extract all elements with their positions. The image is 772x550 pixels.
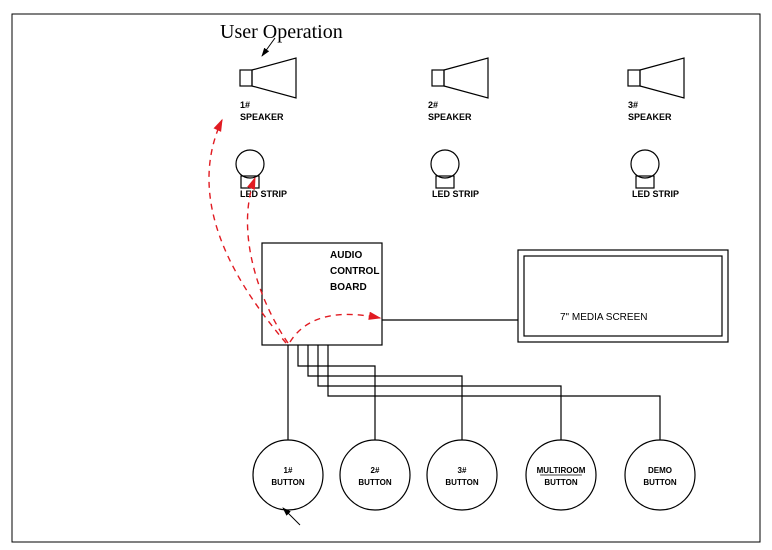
speaker-icon: 2# SPEAKER bbox=[428, 58, 488, 122]
signal-path bbox=[290, 314, 380, 342]
led-label: LED STRIP bbox=[632, 189, 679, 199]
button-label-line1: DEMO bbox=[648, 466, 672, 475]
led-icon: LED STRIP bbox=[431, 150, 479, 199]
speaker-icon: 1# SPEAKER bbox=[240, 58, 296, 122]
speaker-label-text: SPEAKER bbox=[240, 112, 284, 122]
round-button: 2# BUTTON bbox=[340, 440, 410, 510]
button-label-line1: 2# bbox=[371, 466, 380, 475]
led-icon: LED STRIP bbox=[236, 150, 287, 199]
speaker-label-text: SPEAKER bbox=[428, 112, 472, 122]
button-pointer bbox=[283, 508, 300, 525]
button-label-line1: 1# bbox=[284, 466, 293, 475]
button-label-line2: BUTTON bbox=[358, 478, 391, 487]
round-button: 3# BUTTON bbox=[427, 440, 497, 510]
button-label-line1: MULTIROOM bbox=[537, 466, 586, 475]
speaker-label-num: 2# bbox=[428, 100, 438, 110]
wire-acb-button bbox=[308, 345, 462, 440]
diagram-title: User Operation bbox=[220, 21, 343, 43]
button-label-line2: BUTTON bbox=[271, 478, 304, 487]
round-button: DEMO BUTTON bbox=[625, 440, 695, 510]
acb-label-line: AUDIO bbox=[330, 250, 362, 261]
signal-path bbox=[247, 178, 288, 343]
acb-label-line: CONTROL bbox=[330, 266, 379, 277]
led-icon: LED STRIP bbox=[631, 150, 679, 199]
button-label-line2: BUTTON bbox=[643, 478, 676, 487]
speaker-icon: 3# SPEAKER bbox=[628, 58, 684, 122]
led-label: LED STRIP bbox=[432, 189, 479, 199]
round-button: MULTIROOM BUTTON bbox=[526, 440, 596, 510]
speaker-label-text: SPEAKER bbox=[628, 112, 672, 122]
led-label: LED STRIP bbox=[240, 189, 287, 199]
media-screen-label: 7" MEDIA SCREEN bbox=[560, 312, 647, 323]
diagram-stage: User Operation 1# SPEAKER 2# SPEAKER 3# SPEAKE… bbox=[0, 0, 772, 550]
diagram-svg: User Operation 1# SPEAKER 2# SPEAKER 3# SPEAKE… bbox=[0, 0, 772, 550]
button-label-line2: BUTTON bbox=[544, 478, 577, 487]
outer-frame bbox=[12, 14, 760, 542]
speaker-label-num: 3# bbox=[628, 100, 638, 110]
wire-acb-button bbox=[328, 345, 660, 440]
media-screen-inner bbox=[524, 256, 722, 336]
acb-label-line: BOARD bbox=[330, 282, 367, 293]
signal-path bbox=[209, 120, 286, 343]
wire-acb-button bbox=[298, 345, 375, 440]
wire-acb-button bbox=[318, 345, 561, 440]
round-button: 1# BUTTON bbox=[253, 440, 323, 510]
button-label-line2: BUTTON bbox=[445, 478, 478, 487]
speaker-label-num: 1# bbox=[240, 100, 250, 110]
media-screen-outer bbox=[518, 250, 728, 342]
button-label-line1: 3# bbox=[458, 466, 467, 475]
